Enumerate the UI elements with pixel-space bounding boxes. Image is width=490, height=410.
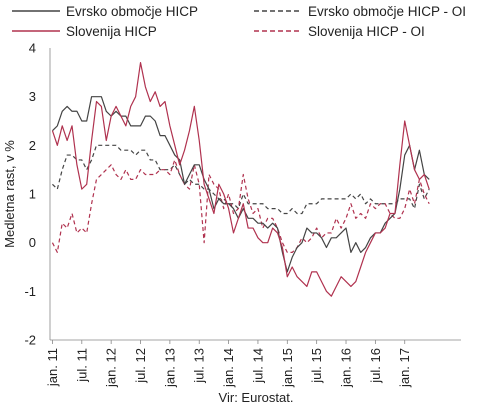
series-euro-hicp-oi: [52, 144, 430, 215]
series-euro-hicp: [52, 96, 430, 273]
y-tick-label: 3: [29, 89, 36, 104]
x-tick-label: jul. 12: [133, 348, 148, 384]
y-axis-title: Medletna rast, v %: [2, 140, 17, 248]
x-tick-label: jan. 16: [339, 348, 354, 388]
series-layer: [51, 61, 430, 297]
y-tick-label: 0: [29, 235, 36, 250]
x-tick-label: jan. 14: [221, 348, 236, 388]
x-tick-label: jan. 17: [397, 348, 412, 388]
x-tick-label: jul. 13: [192, 348, 207, 384]
y-tick-label: 1: [29, 187, 36, 202]
legend: Evrsko območje HICP Evrsko območje HICP …: [12, 4, 466, 39]
legend-label-euro-hicp-oi: Evrsko območje HICP - OI: [308, 4, 466, 19]
series-slovenia-hicp: [51, 61, 430, 297]
legend-label-euro-hicp: Evrsko območje HICP: [66, 4, 198, 19]
y-axis-ticks: -2 -1 0 1 2 3 4: [24, 41, 36, 348]
x-tick-label: jul. 14: [250, 348, 265, 384]
x-tick-label: jul. 11: [74, 348, 89, 383]
legend-label-slovenia-hicp-oi: Slovenija HICP - OI: [308, 24, 425, 39]
y-tick-label: 4: [29, 41, 36, 56]
x-tick-label: jul. 15: [309, 348, 324, 384]
x-tick-label: jan. 15: [280, 348, 295, 388]
source-note: Vir: Eurostat.: [219, 390, 294, 405]
y-tick-label: 2: [29, 138, 36, 153]
x-tick-label: jan. 13: [162, 348, 177, 388]
x-axis-ticks: jan. 11 jul. 11 jan. 12 jul. 12 jan. 13 jul. …: [45, 340, 412, 388]
x-tick-label: jul. 16: [368, 348, 383, 384]
x-tick-label: jan. 11: [45, 348, 60, 387]
y-tick-label: -1: [24, 284, 36, 299]
x-tick-label: jan. 12: [104, 348, 119, 388]
legend-label-slovenia-hicp: Slovenija HICP: [66, 24, 157, 39]
y-tick-label: -2: [24, 333, 36, 348]
